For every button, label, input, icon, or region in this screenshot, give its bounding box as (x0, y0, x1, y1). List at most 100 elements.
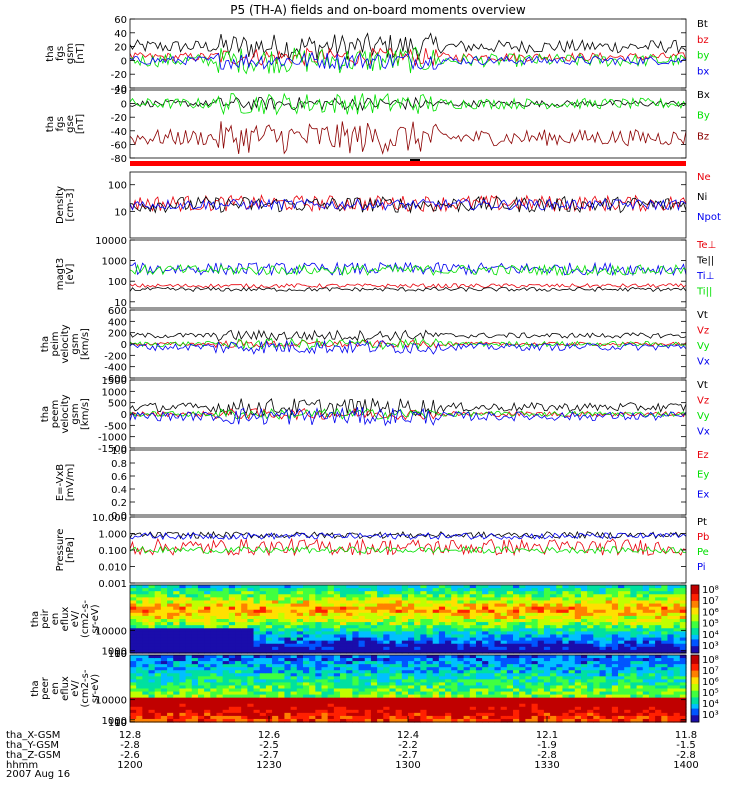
heatmap-cell (550, 615, 557, 620)
heatmap-cell (302, 643, 310, 648)
heatmap-cell (494, 670, 502, 674)
heatmap-cell (321, 634, 329, 639)
heatmap-cell (550, 664, 557, 668)
heatmap-cell (506, 685, 514, 690)
heatmap-cell (482, 718, 489, 723)
heatmap-cell (197, 619, 205, 623)
heatmap-cell (370, 679, 378, 684)
heatmap-cell (235, 709, 242, 714)
heatmap-cell (599, 661, 607, 665)
heatmap-cell (377, 709, 384, 714)
colorbar-step (691, 677, 699, 681)
colorbar-label: 10⁷ (702, 666, 719, 677)
heatmap-cell (445, 637, 452, 642)
heatmap-cell (216, 709, 224, 714)
heatmap-cell (148, 706, 156, 711)
heatmap-cell (364, 649, 372, 654)
heatmap-cell (574, 670, 582, 674)
heatmap-cell (673, 715, 681, 720)
heatmap-cell (593, 585, 601, 589)
heatmap-cell (346, 594, 353, 598)
heatmap-cell (451, 631, 459, 636)
heatmap-cell (173, 715, 181, 720)
heatmap-cell (302, 646, 310, 651)
colorbar-step (691, 605, 699, 609)
heatmap-cell (562, 649, 570, 654)
heatmap-cell (235, 585, 242, 589)
heatmap-cell (389, 622, 397, 626)
heatmap-cell (482, 667, 489, 671)
heatmap-cell (401, 615, 409, 620)
heatmap-cell (315, 709, 323, 714)
heatmap-cell (130, 712, 137, 717)
heatmap-cell (543, 661, 551, 665)
heatmap-cell (228, 670, 236, 674)
heatmap-cell (210, 597, 218, 602)
heatmap-cell (358, 631, 366, 636)
heatmap-cell (673, 658, 681, 662)
heatmap-cell (494, 658, 502, 662)
heatmap-cell (154, 697, 162, 702)
heatmap-cell (611, 673, 619, 677)
heatmap-cell (191, 679, 199, 684)
heatmap-cell (340, 709, 347, 714)
heatmap-cell (321, 700, 329, 705)
heatmap-cell (475, 631, 483, 636)
heatmap-cell (160, 640, 168, 645)
heatmap-cell (500, 718, 508, 723)
heatmap-cell (395, 637, 403, 642)
heatmap-cell (655, 661, 662, 665)
heatmap-cell (265, 615, 273, 620)
heatmap-cell (315, 585, 323, 589)
heatmap-cell (352, 637, 360, 642)
heatmap-cell (278, 631, 286, 636)
heatmap-cell (593, 591, 601, 595)
heatmap-cell (296, 715, 304, 720)
heatmap-cell (179, 661, 187, 665)
legend-ex: Ex (697, 489, 709, 500)
heatmap-cell (611, 679, 619, 684)
heatmap-cell (395, 661, 403, 665)
heatmap-cell (284, 709, 292, 714)
heatmap-cell (475, 609, 483, 614)
heatmap-cell (482, 609, 489, 614)
heatmap-cell (580, 625, 588, 629)
heatmap-cell (290, 591, 298, 595)
heatmap-cell (395, 628, 403, 632)
heatmap-cell (185, 646, 193, 651)
colorbar-step (691, 634, 699, 638)
heatmap-cell (655, 715, 662, 720)
heatmap-cell (611, 694, 619, 699)
heatmap-cell (574, 606, 582, 611)
heatmap-cell (253, 655, 261, 659)
heatmap-cell (519, 603, 526, 608)
heatmap-cell (611, 667, 619, 671)
heatmap-cell (241, 640, 248, 645)
heatmap-cell (284, 600, 292, 605)
heatmap-cell (278, 679, 286, 684)
heatmap-cell (340, 606, 347, 611)
heatmap-cell (235, 682, 242, 687)
heatmap-cell (556, 600, 564, 605)
y-tick-label: 1000 (102, 257, 127, 268)
colorbar-step (691, 630, 699, 634)
heatmap-cell (278, 667, 286, 671)
heatmap-cell (562, 715, 570, 720)
heatmap-cell (445, 619, 452, 623)
heatmap-cell (438, 640, 446, 645)
heatmap-cell (228, 688, 236, 693)
heatmap-cell (556, 685, 564, 690)
heatmap-cell (624, 685, 631, 690)
heatmap-cell (618, 649, 625, 654)
heatmap-cell (185, 673, 193, 677)
heatmap-cell (624, 712, 631, 717)
heatmap-cell (420, 597, 428, 602)
heatmap-cell (438, 664, 446, 668)
heatmap-cell (673, 619, 681, 623)
heatmap-cell (173, 588, 181, 592)
heatmap-cell (272, 622, 279, 626)
heatmap-cell (327, 709, 335, 714)
heatmap-cell (630, 715, 638, 720)
heatmap-cell (216, 643, 224, 648)
heatmap-cell (605, 715, 613, 720)
